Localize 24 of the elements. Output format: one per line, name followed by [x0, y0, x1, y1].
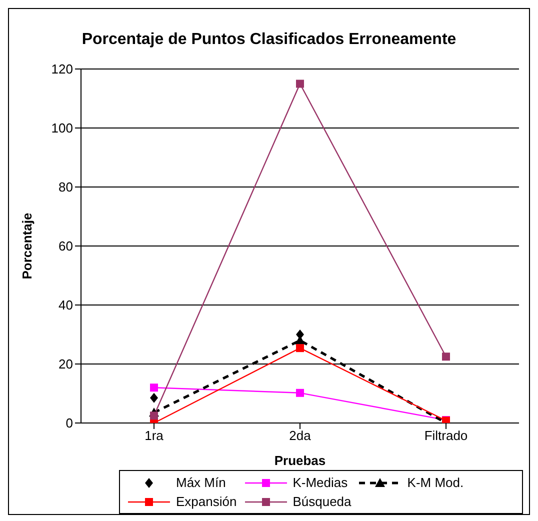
- x-tick-label: 1ra: [144, 428, 164, 444]
- y-tick-label: 0: [66, 416, 73, 431]
- legend-label: K-M Mod.: [407, 475, 464, 490]
- point: [150, 392, 158, 403]
- y-tick-label: 60: [58, 238, 73, 254]
- point: [296, 80, 304, 88]
- y-tick-label: 80: [58, 180, 73, 195]
- legend-label: Expansión: [176, 494, 237, 509]
- y-tick-label: 40: [58, 298, 73, 313]
- y-tick-label: 100: [51, 120, 73, 136]
- legend-label: Búsqueda: [292, 494, 352, 509]
- y-axis-title: Porcentaje: [20, 212, 35, 280]
- legend-label: Máx Mín: [176, 475, 226, 490]
- point: [296, 344, 304, 352]
- chart-title: Porcentaje de Puntos Clasificados Erroneamente: [80, 31, 458, 49]
- x-axis-title: Pruebas: [274, 453, 326, 468]
- point: [442, 352, 450, 361]
- point: [296, 388, 304, 397]
- x-tick-label: Filtrado: [424, 428, 468, 444]
- legend-label: K-Medias: [292, 475, 348, 490]
- y-tick-label: 20: [58, 356, 73, 372]
- point: [150, 384, 158, 392]
- x-tick-label: 2da: [289, 428, 312, 444]
- y-tick-label: 120: [51, 62, 73, 77]
